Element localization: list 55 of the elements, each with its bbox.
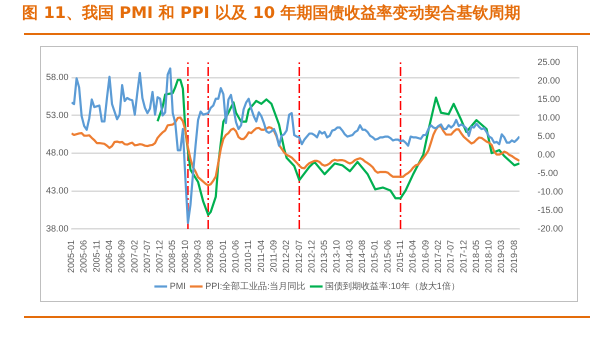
- y2-tick-label: 15.00: [537, 94, 560, 104]
- x-tick-label: 2005-06: [78, 240, 89, 273]
- x-tick-label: 2015-06: [382, 240, 392, 273]
- y2-tick-label: -15.00: [537, 204, 564, 215]
- y2-tick-label: 20.00: [537, 75, 560, 86]
- x-tick-label: 2012-02: [281, 240, 292, 273]
- legend-label: 国债到期收益率:10年（放大1倍）: [325, 280, 460, 291]
- x-tick-label: 2014-08: [357, 240, 368, 273]
- x-tick-label: 2017-02: [432, 240, 443, 273]
- legend-label: PMI: [170, 280, 186, 291]
- x-tick-label: 2012-12: [306, 240, 316, 273]
- x-tick-label: 2015-01: [370, 240, 380, 273]
- x-tick-label: 2008-05: [167, 240, 178, 273]
- x-tick-label: 2009-08: [205, 240, 216, 273]
- x-tick-label: 2012-07: [294, 240, 304, 273]
- x-tick-label: 2019-08: [508, 240, 519, 273]
- x-tick-label: 2005-01: [66, 240, 76, 273]
- x-tick-label: 2017-12: [458, 240, 468, 273]
- x-tick-label: 2005-11: [91, 240, 102, 272]
- x-tick-label: 2018-05: [470, 240, 481, 273]
- x-tick-label: 2010-01: [218, 240, 228, 273]
- x-tick-label: 2009-03: [192, 240, 203, 273]
- chart-title: 图 11、我国 PMI 和 PPI 以及 10 年期国债收益率变动契合基钦周期: [22, 3, 521, 24]
- y2-tick-label: 10.00: [537, 112, 560, 122]
- x-tick-label: 2016-04: [408, 240, 418, 273]
- y-tick-label: 43.00: [46, 186, 69, 196]
- x-tick-label: 2011-09: [268, 240, 278, 272]
- x-tick-label: 2016-09: [420, 240, 430, 273]
- x-tick-label: 2011-04: [256, 240, 266, 272]
- x-tick-label: 2013-05: [319, 240, 330, 273]
- y2-tick-label: -20.00: [537, 223, 564, 234]
- x-tick-label: 2007-07: [142, 240, 152, 273]
- legend-label: PPI:全部工业品:当月同比: [205, 280, 306, 291]
- x-tick-label: 2019-03: [496, 240, 506, 273]
- x-tick-label: 2015-11: [395, 240, 406, 272]
- x-tick-label: 2007-12: [154, 240, 165, 273]
- y2-tick-label: 25.00: [537, 56, 560, 67]
- y2-tick-label: 5.00: [537, 130, 556, 141]
- y-tick-label: 58.00: [46, 72, 69, 82]
- y-tick-label: 38.00: [46, 223, 69, 234]
- x-tick-label: 2010-06: [230, 240, 241, 273]
- x-tick-label: 2017-07: [446, 240, 456, 273]
- y2-tick-label: 0.00: [537, 149, 556, 160]
- y-tick-label: 48.00: [46, 148, 69, 158]
- x-tick-label: 2014-03: [344, 240, 354, 273]
- x-tick-label: 2006-04: [104, 240, 114, 273]
- y2-tick-label: -5.00: [537, 168, 558, 178]
- x-tick-label: 2013-10: [332, 240, 342, 273]
- x-tick-label: 2007-02: [129, 240, 140, 273]
- x-tick-label: 2008-10: [180, 240, 190, 273]
- x-tick-label: 2010-11: [243, 240, 254, 272]
- y2-tick-label: -10.00: [537, 186, 564, 196]
- x-tick-label: 2018-10: [484, 240, 494, 273]
- y-tick-label: 53.00: [46, 110, 69, 120]
- x-tick-label: 2006-09: [116, 240, 127, 273]
